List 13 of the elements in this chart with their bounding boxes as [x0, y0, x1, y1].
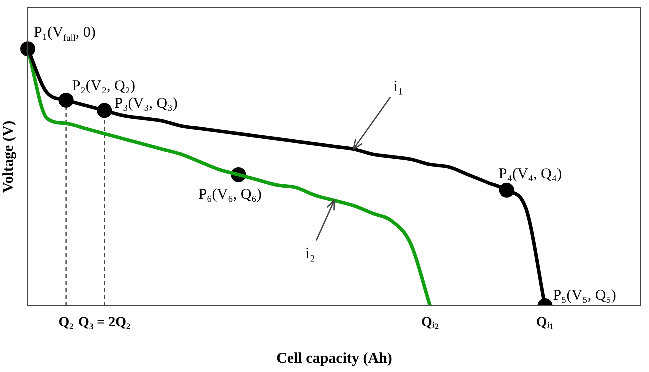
annotation: i₂: [305, 246, 316, 263]
y-axis-title: Voltage (V): [0, 120, 17, 194]
annotation: i₁: [394, 78, 404, 96]
annotation: P₃(V₃, Q₃): [114, 96, 178, 112]
annotation: P₅(V₅, Q₅): [553, 288, 616, 304]
x-tick-label: Qᵢ₂: [421, 316, 440, 331]
x-axis-title: Cell capacity (Ah): [276, 350, 392, 367]
x-tick-label: Q₃ = 2Q₂: [78, 316, 131, 331]
annotation: P₄(V₄, Q₄): [498, 166, 562, 182]
annotation: P₂(V₂, Q₂): [72, 78, 136, 94]
x-tick-label: Qᵢ₁: [536, 316, 554, 331]
x-tick-label: Q₂: [58, 316, 74, 331]
annotation: P₆(V₆, Q₆): [198, 186, 262, 203]
